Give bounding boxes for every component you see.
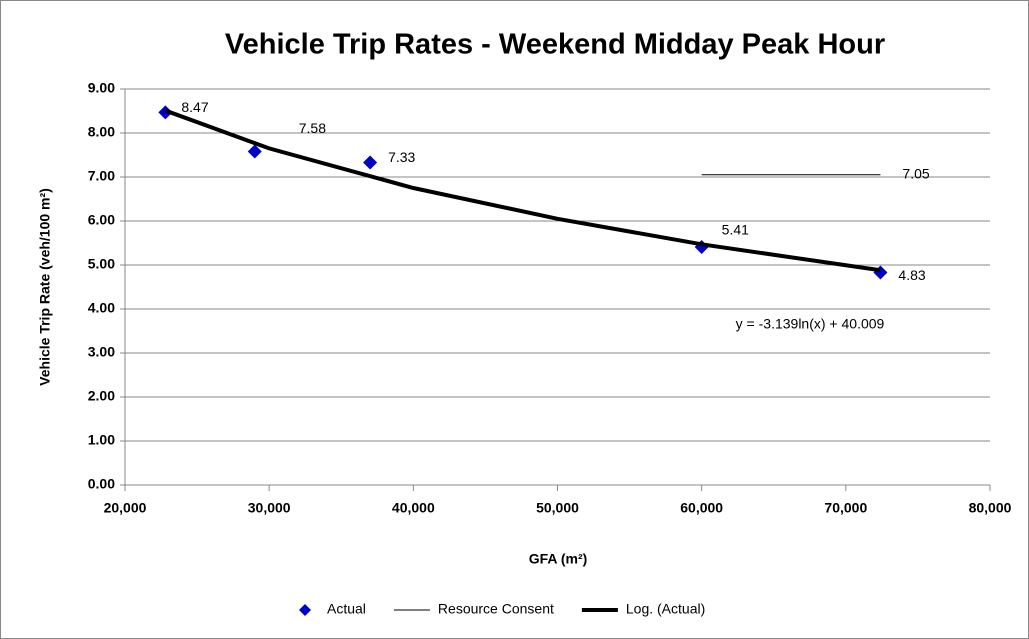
y-tick-label: 2.00 — [88, 388, 115, 404]
x-tick-label: 30,000 — [248, 500, 291, 516]
legend-label: Log. (Actual) — [626, 601, 705, 617]
y-tick-label: 4.00 — [88, 300, 115, 316]
data-point — [363, 155, 378, 170]
annotation: y = -3.139ln(x) + 40.009 — [736, 316, 885, 332]
y-tick-label: 9.00 — [88, 80, 115, 96]
data-label: 7.58 — [299, 120, 326, 136]
data-label: 7.33 — [388, 149, 415, 165]
data-label: 4.83 — [898, 267, 925, 283]
x-tick-label: 40,000 — [392, 500, 435, 516]
y-tick-label: 8.00 — [88, 124, 115, 140]
y-tick-label: 0.00 — [88, 476, 115, 492]
y-tick-label: 5.00 — [88, 256, 115, 272]
x-tick-label: 60,000 — [680, 500, 723, 516]
data-label: 8.47 — [181, 99, 208, 115]
y-axis-title: Vehicle Trip Rate (veh/100 m²) — [37, 188, 53, 386]
y-tick-label: 3.00 — [88, 344, 115, 360]
x-tick-label: 50,000 — [536, 500, 579, 516]
y-tick-label: 7.00 — [88, 168, 115, 184]
x-tick-label: 80,000 — [969, 500, 1012, 516]
data-label: 5.41 — [722, 222, 749, 238]
data-point — [247, 144, 262, 159]
chart-title: Vehicle Trip Rates - Weekend Midday Peak… — [225, 29, 885, 61]
legend-label: Resource Consent — [438, 601, 554, 617]
y-tick-label: 1.00 — [88, 432, 115, 448]
x-tick-label: 70,000 — [824, 500, 867, 516]
legend-marker — [299, 604, 311, 616]
x-axis-title: GFA (m²) — [529, 551, 588, 567]
line — [164, 108, 881, 273]
y-tick-label: 6.00 — [88, 212, 115, 228]
legend-label: Actual — [327, 601, 366, 617]
data-label: 7.05 — [902, 166, 929, 182]
x-tick-label: 20,000 — [104, 500, 147, 516]
